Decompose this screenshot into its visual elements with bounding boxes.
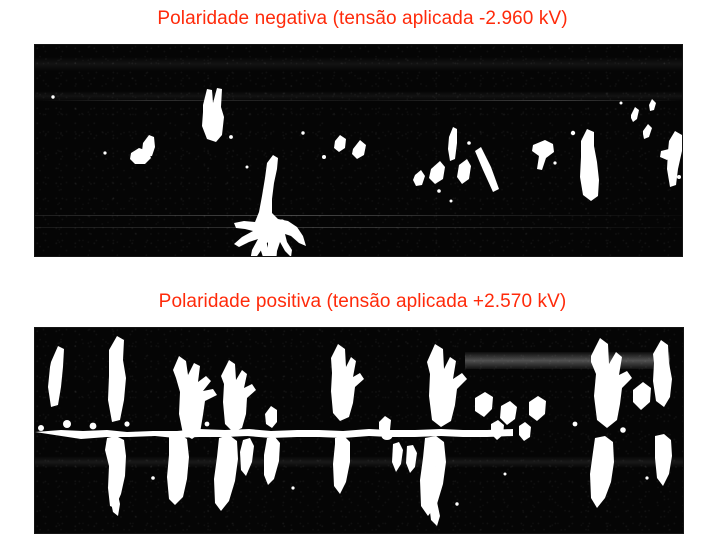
discharge-speck [455,502,459,506]
discharge-plume-downward [590,436,614,508]
discharge-blob [334,135,346,152]
discharge-blob [633,382,651,410]
discharge-sliver [448,127,457,161]
discharge-speck [51,95,55,99]
discharge-blob [500,401,517,425]
discharge-plume-downward [655,434,672,486]
discharge-speck [322,155,326,159]
discharge-plume-downward [167,434,189,505]
discharge-speck [291,228,297,234]
discharge-finger-tall [331,344,364,421]
discharge-speck [291,486,295,490]
discharge-speck [89,422,97,430]
photo-panel-negative-polarity [35,45,682,256]
discharge-pattern-negative [51,88,682,256]
discharge-plume-branched [173,356,217,439]
caption-positive-polarity: Polaridade positiva (tensão aplicada +2.… [158,291,567,312]
discharge-nub [519,422,531,441]
discharge-speck [437,189,441,193]
discharge-tail [110,486,120,516]
discharge-speck [570,130,576,136]
discharge-plume-branched [427,344,467,427]
discharge-butterfly-right [457,159,471,184]
discharge-plume-upward [221,360,256,432]
discharge-speck [279,219,285,225]
discharge-speck [449,199,453,203]
discharge-speck [245,165,249,169]
discharge-speck [301,131,305,135]
discharge-plume-downward [420,436,446,516]
discharge-tail [429,496,440,526]
discharge-hook-edge [660,149,673,160]
discharge-plume-right [580,129,599,201]
discharge-speck [38,425,44,431]
discharge-sub-branch [240,438,254,476]
discharge-nub [265,406,277,428]
photo-panel-positive-polarity [35,328,683,533]
discharge-plume-downward [333,436,350,494]
discharge-speck [645,476,649,480]
discharge-speck [124,421,130,427]
discharge-speck [677,175,681,179]
discharge-plume-upward [48,346,64,407]
discharge-pattern-positive [35,336,672,526]
discharge-speck [553,161,557,165]
discharge-speck [103,151,107,155]
discharge-speck [229,135,233,139]
discharge-speck [63,420,71,428]
caption-negative-polarity: Polaridade negativa (tensão aplicada -2.… [157,8,568,29]
discharge-mark [643,124,652,139]
discharge-tooth [392,442,403,472]
discharge-plume-downward [214,435,238,511]
discharge-nub [491,420,504,440]
discharge-speck [204,421,210,427]
discharge-plume-downward [105,436,126,508]
discharge-blob [413,170,425,186]
discharge-branch-lower [260,237,269,256]
discharge-speck [572,421,578,427]
discharge-speck [151,476,155,480]
discharge-bead [381,432,393,440]
discharge-tooth [406,445,417,473]
discharge-speck [503,472,507,476]
discharge-blob [475,392,493,417]
discharge-mark [649,99,656,111]
discharge-streamer [130,148,151,164]
discharge-speck [620,427,626,433]
discharge-mark [631,107,639,122]
discharge-speck [467,141,471,145]
discharge-streamer-dominant [234,155,306,256]
discharge-plume-downward [264,437,280,485]
discharge-blob-cap [532,140,554,170]
discharge-streak-angled [475,147,499,192]
discharge-blob [352,140,366,159]
discharge-speck [593,187,597,191]
discharge-plume-main [202,88,224,142]
discharge-butterfly-left [429,161,445,184]
discharge-streamer-edge [667,131,682,187]
discharge-plume-upward [653,340,672,407]
discharge-plume-branched [591,338,632,428]
discharge-speck [269,245,273,249]
conductor-filament [35,429,513,439]
discharge-speck [619,101,623,105]
discharge-nub [379,416,391,434]
discharge-blob [529,396,546,421]
discharge-plume-upward [108,336,126,422]
